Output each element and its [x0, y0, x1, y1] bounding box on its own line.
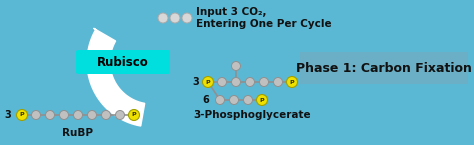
Text: Phase 1: Carbon Fixation: Phase 1: Carbon Fixation — [296, 61, 472, 75]
Circle shape — [17, 109, 27, 120]
Circle shape — [116, 110, 125, 119]
Circle shape — [101, 110, 110, 119]
Circle shape — [73, 110, 82, 119]
Circle shape — [31, 110, 40, 119]
Text: 6: 6 — [202, 95, 210, 105]
FancyBboxPatch shape — [76, 50, 170, 74]
Circle shape — [46, 110, 55, 119]
Circle shape — [231, 61, 240, 70]
Text: P: P — [20, 113, 24, 117]
Circle shape — [170, 13, 180, 23]
Circle shape — [128, 109, 139, 120]
Text: 3: 3 — [192, 77, 200, 87]
Circle shape — [60, 110, 69, 119]
Text: RuBP: RuBP — [63, 128, 93, 138]
Text: P: P — [290, 79, 294, 85]
Text: Entering One Per Cycle: Entering One Per Cycle — [196, 19, 332, 29]
Text: P: P — [132, 113, 137, 117]
Circle shape — [256, 95, 267, 106]
Text: 3: 3 — [5, 110, 11, 120]
Text: P: P — [206, 79, 210, 85]
Circle shape — [259, 77, 268, 87]
Circle shape — [218, 77, 227, 87]
Text: 3-Phosphoglycerate: 3-Phosphoglycerate — [193, 110, 311, 120]
Circle shape — [231, 77, 240, 87]
Circle shape — [182, 13, 192, 23]
Circle shape — [229, 96, 238, 105]
Text: Rubisco: Rubisco — [97, 57, 149, 69]
Circle shape — [273, 77, 283, 87]
Circle shape — [202, 77, 213, 87]
Circle shape — [286, 77, 298, 87]
Text: P: P — [260, 97, 264, 103]
Circle shape — [244, 96, 253, 105]
Circle shape — [216, 96, 225, 105]
Circle shape — [88, 110, 97, 119]
FancyBboxPatch shape — [300, 52, 468, 84]
Circle shape — [246, 77, 255, 87]
Circle shape — [158, 13, 168, 23]
Text: Input 3 CO₂,: Input 3 CO₂, — [196, 7, 266, 17]
Polygon shape — [87, 28, 145, 126]
